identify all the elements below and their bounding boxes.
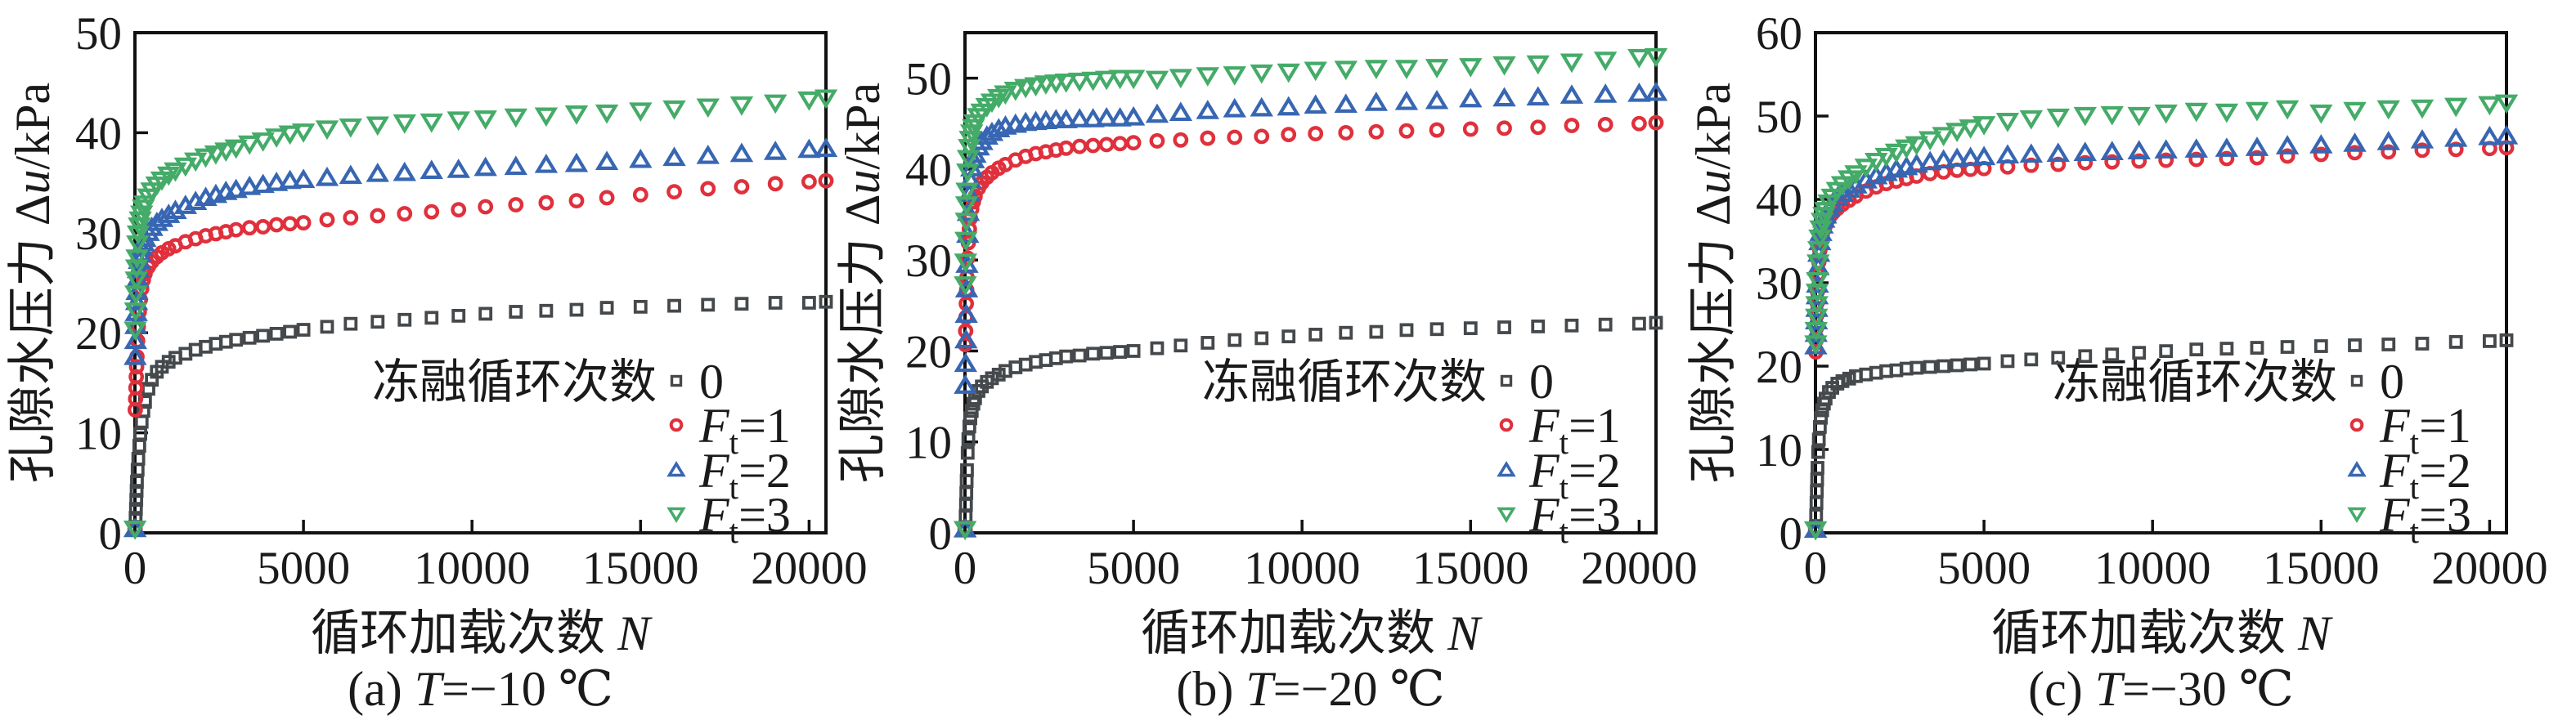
series-Ft3 — [1803, 94, 2519, 541]
legend: 冻融循环次数 0Ft=1Ft=2Ft=3 — [2053, 355, 2471, 550]
x-axis-label: 循环加载次数 N — [1991, 606, 2333, 660]
x-axis-label: 循环加载次数 N — [311, 606, 653, 660]
x-tick-label: 0 — [954, 543, 977, 594]
y-tick-label: 40 — [905, 145, 952, 196]
legend-item-label: Ft=1 — [698, 399, 791, 461]
y-tick-label: 40 — [75, 108, 122, 159]
y-tick-label: 50 — [75, 8, 122, 60]
panel-a: 0 5000 10000 15000 20000 0 10 20 30 40 50 循环加载次数 N 孔… — [6, 8, 868, 716]
x-tick-label: 20000 — [751, 543, 868, 594]
y-tick-label: 20 — [905, 326, 952, 378]
y-tick-label: 30 — [905, 235, 952, 287]
panel-b: 0 5000 10000 15000 20000 0 10 20 30 40 50 循环加载次数 N 孔… — [836, 31, 1698, 716]
y-tick-label: 60 — [1756, 8, 1802, 60]
legend-item-label: Ft=3 — [698, 488, 791, 550]
legend-item-label: Ft=2 — [1528, 444, 1621, 506]
panel-caption: (b) T=−20 ℃ — [1176, 662, 1444, 716]
legend-item-label: 0 — [699, 355, 724, 409]
y-tick-label: 50 — [1756, 92, 1802, 143]
x-tick-label: 5000 — [1087, 543, 1180, 594]
legend: 冻融循环次数 0Ft=1Ft=2Ft=3 — [1202, 355, 1621, 550]
panel-c: 0 5000 10000 15000 20000 0 10 20 30 40 50 60 循环加载次数 … — [1686, 8, 2548, 716]
x-axis-label: 循环加载次数 N — [1141, 606, 1483, 660]
legend-item-label: 0 — [2380, 355, 2404, 409]
x-tick-label: 10000 — [414, 543, 531, 594]
legend-item-label: Ft=1 — [2379, 399, 2471, 461]
legend-item-label: Ft=1 — [1528, 399, 1621, 461]
y-tick-label: 0 — [1779, 508, 1803, 560]
legend-item-label: Ft=2 — [698, 444, 791, 506]
legend: 冻融循环次数 0Ft=1Ft=2Ft=3 — [372, 355, 791, 550]
y-tick-label: 30 — [75, 208, 122, 260]
x-tick-label: 10000 — [2094, 543, 2211, 594]
y-axis-label: 孔隙水压力 Δu/kPa — [836, 83, 890, 483]
y-tick-label: 40 — [1756, 175, 1802, 226]
panel-caption: (a) T=−10 ℃ — [348, 662, 613, 716]
x-tick-label: 0 — [123, 543, 147, 594]
x-tick-label: 10000 — [1244, 543, 1361, 594]
x-tick-label: 15000 — [582, 543, 699, 594]
x-tick-label: 15000 — [2263, 543, 2380, 594]
series-Ft2 — [953, 81, 1668, 538]
y-tick-label: 50 — [905, 54, 952, 105]
x-tick-label: 0 — [1804, 543, 1828, 594]
legend-header: 冻融循环次数 — [2053, 356, 2337, 409]
x-tick-label: 20000 — [2431, 543, 2548, 594]
legend-item-label: Ft=3 — [1528, 488, 1621, 550]
series-Ft2 — [123, 137, 838, 538]
y-tick-label: 10 — [1756, 425, 1802, 476]
legend-item-label: 0 — [1529, 355, 1554, 409]
legend-header: 冻融循环次数 — [1202, 356, 1487, 409]
x-tick-label: 5000 — [257, 543, 350, 594]
legend-item-label: Ft=3 — [2379, 488, 2471, 550]
y-tick-label: 10 — [75, 409, 122, 460]
legend-header: 冻融循环次数 — [372, 356, 657, 409]
series-Ft3 — [123, 89, 838, 540]
series-Ft3 — [953, 47, 1668, 541]
x-tick-label: 5000 — [1937, 543, 2031, 594]
y-axis-label: 孔隙水压力 Δu/kPa — [1686, 83, 1740, 483]
x-tick-label: 15000 — [1412, 543, 1529, 594]
y-tick-label: 20 — [75, 308, 122, 360]
y-tick-label: 0 — [929, 508, 953, 560]
legend-item-label: Ft=2 — [2379, 444, 2471, 506]
y-axis-label: 孔隙水压力 Δu/kPa — [6, 83, 60, 483]
series-0 — [958, 315, 1663, 534]
y-tick-label: 20 — [1756, 342, 1802, 393]
y-tick-label: 30 — [1756, 258, 1802, 310]
y-tick-label: 10 — [905, 418, 952, 469]
x-tick-label: 20000 — [1581, 543, 1698, 594]
y-tick-label: 0 — [99, 508, 123, 560]
panel-caption: (c) T=−30 ℃ — [2028, 662, 2294, 716]
